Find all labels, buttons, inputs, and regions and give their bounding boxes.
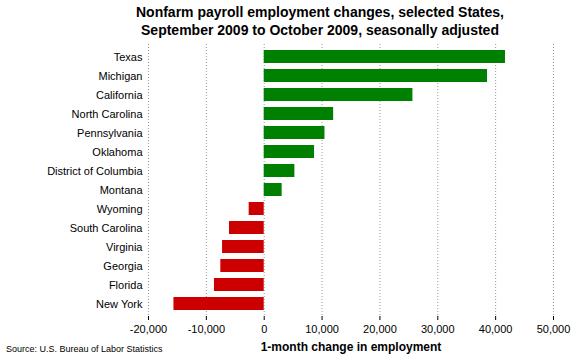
svg-text:Georgia: Georgia	[103, 260, 143, 272]
svg-text:50,000: 50,000	[537, 323, 571, 335]
svg-text:40,000: 40,000	[479, 323, 513, 335]
svg-text:Michigan: Michigan	[98, 70, 142, 82]
svg-text:30,000: 30,000	[421, 323, 455, 335]
svg-text:North Carolina: North Carolina	[72, 108, 144, 120]
svg-text:District of Columbia: District of Columbia	[47, 165, 143, 177]
svg-text:Texas: Texas	[114, 51, 143, 63]
svg-text:Pennsylvania: Pennsylvania	[77, 127, 143, 139]
svg-text:Wyoming: Wyoming	[97, 203, 143, 215]
svg-text:-20,000: -20,000	[130, 323, 167, 335]
svg-text:Virginia: Virginia	[106, 241, 143, 253]
svg-text:California: California	[96, 89, 143, 101]
html-text:Nonfarm payroll employment cha: Nonfarm payroll employment changes, sele…	[136, 4, 504, 38]
svg-text:10,000: 10,000	[305, 323, 339, 335]
svg-text:-10,000: -10,000	[188, 323, 225, 335]
html-text:Source: U.S. Bureau of Labor S: Source: U.S. Bureau of Labor Statistics	[6, 344, 163, 354]
svg-text:0: 0	[261, 323, 267, 335]
svg-text:20,000: 20,000	[363, 323, 397, 335]
svg-text:South Carolina: South Carolina	[70, 222, 144, 234]
svg-text:Florida: Florida	[109, 279, 144, 291]
svg-text:New York: New York	[96, 298, 143, 310]
svg-text:1-month change in employment: 1-month change in employment	[261, 340, 442, 354]
svg-text:Oklahoma: Oklahoma	[92, 146, 143, 158]
svg-text:Montana: Montana	[100, 184, 144, 196]
